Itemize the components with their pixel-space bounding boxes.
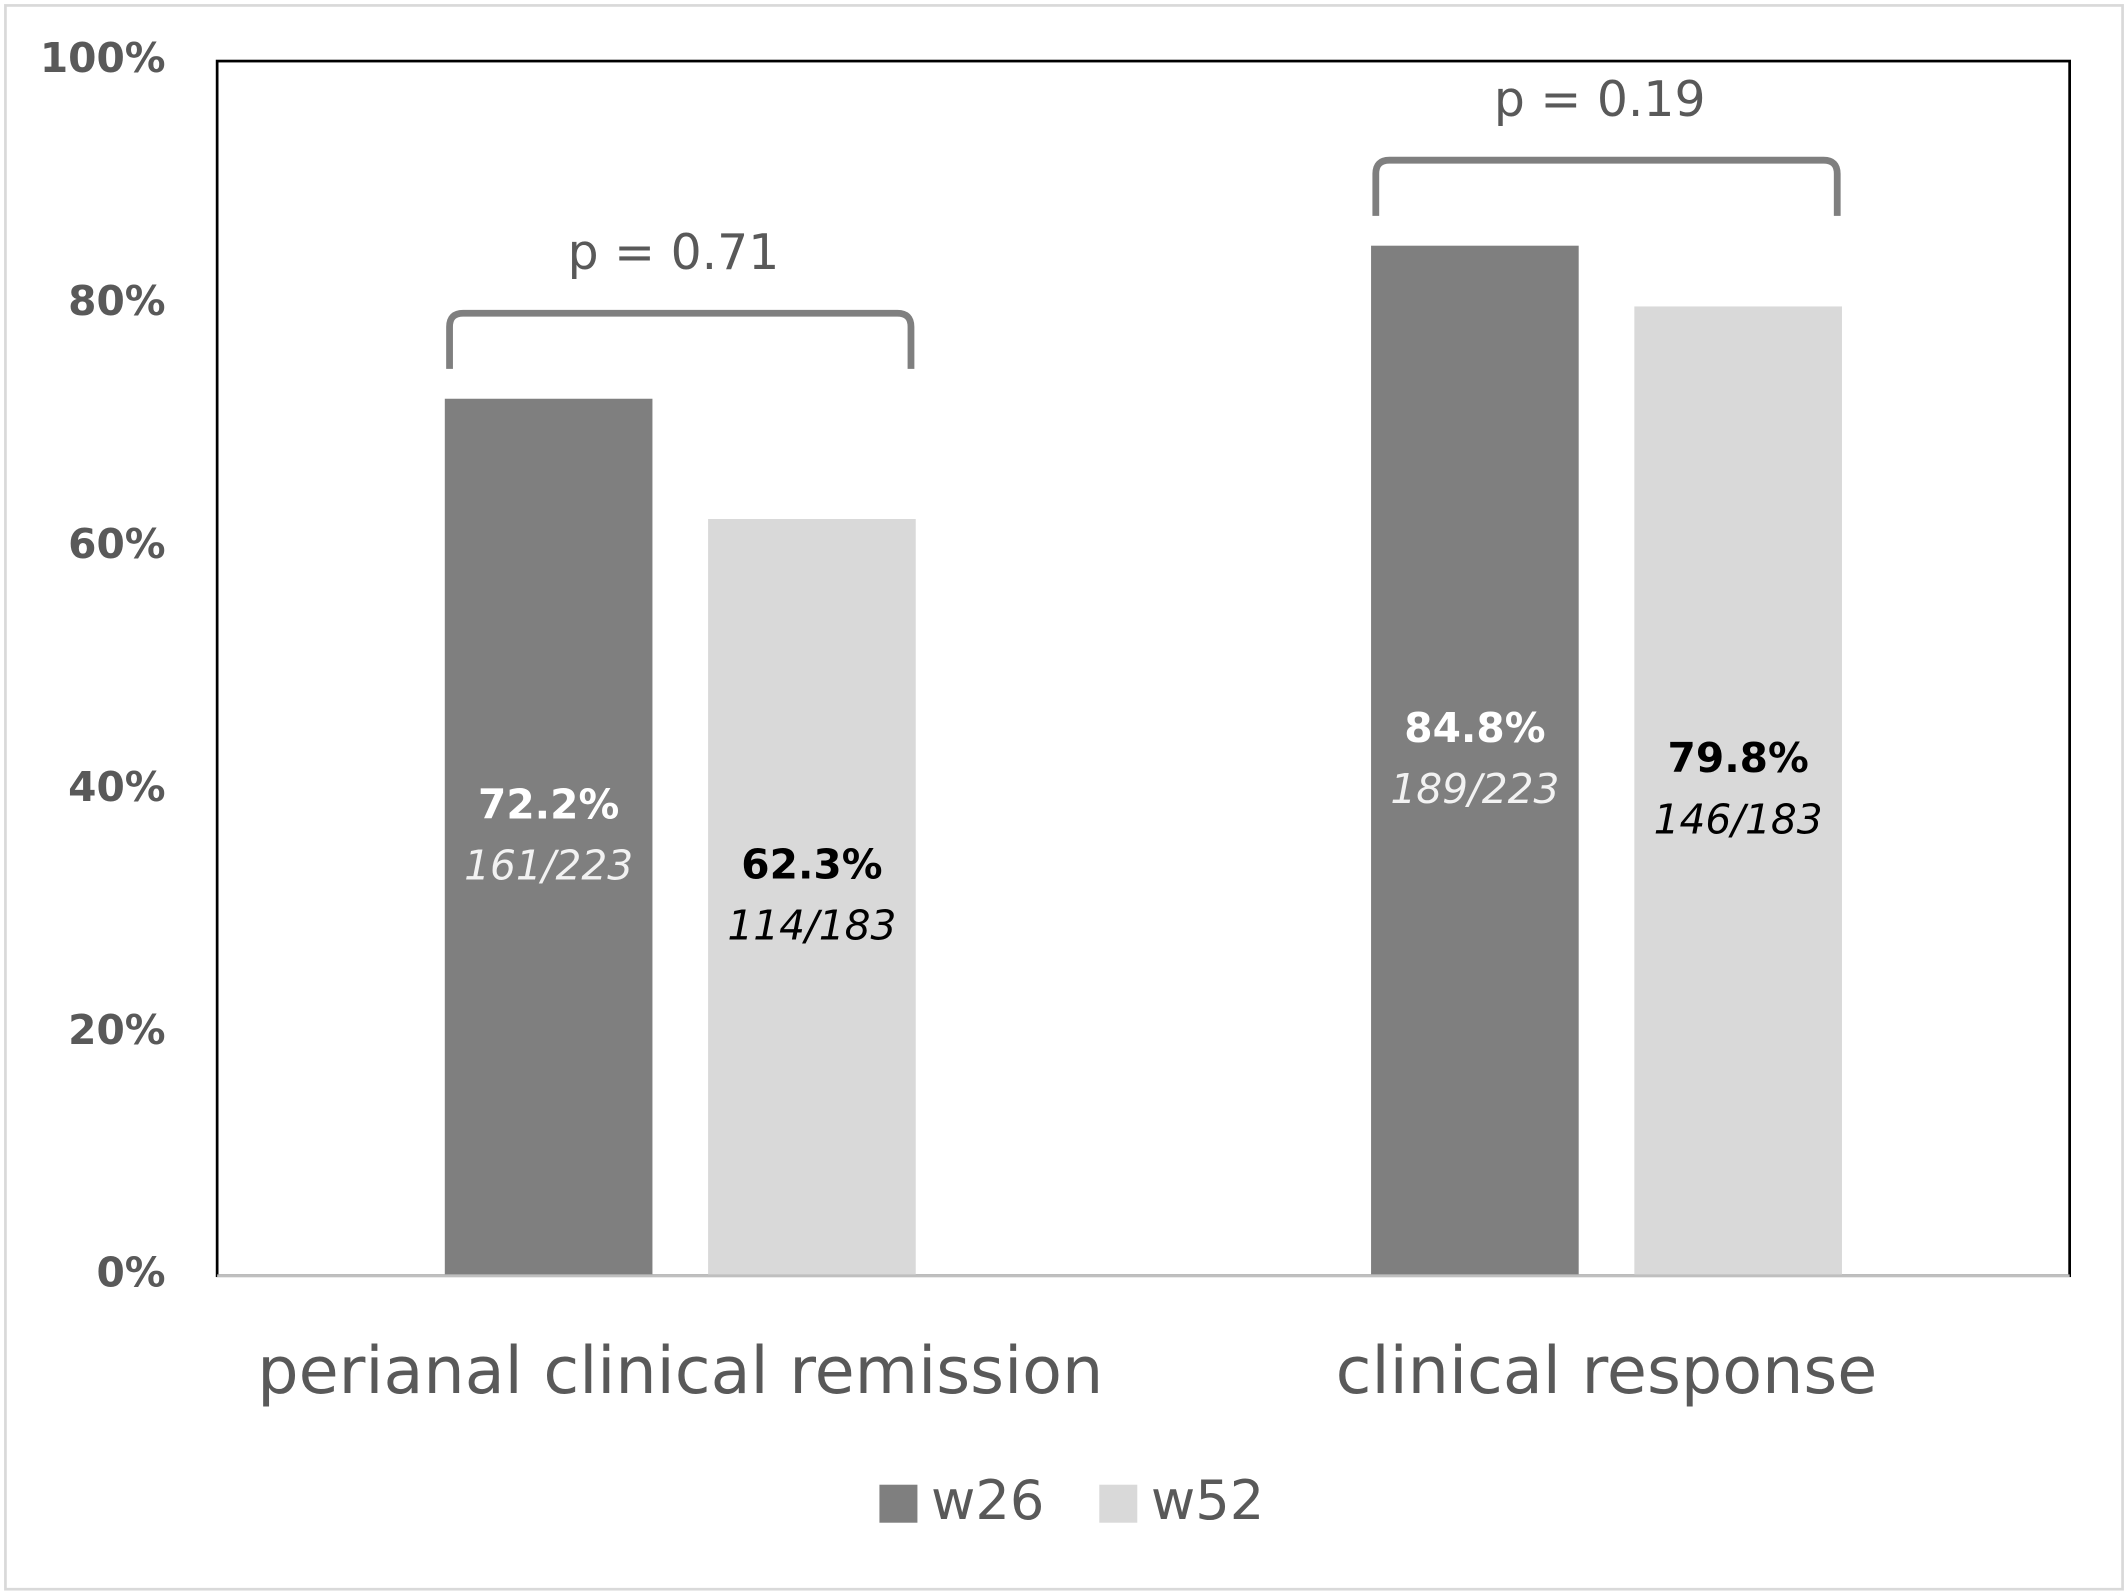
value-label: 79.8%: [1668, 734, 1809, 782]
fraction-label: 189/223: [1390, 765, 1559, 813]
legend-label: w26: [931, 1469, 1044, 1532]
x-tick-label: perianal clinical remission: [257, 1334, 1103, 1409]
fraction-label: 161/223: [464, 841, 633, 889]
p-value: p = 0.71: [568, 224, 780, 281]
legend-label: w52: [1151, 1469, 1264, 1532]
fraction-label: 146/183: [1654, 795, 1823, 843]
legend-swatch: [1099, 1484, 1138, 1523]
value-label: 84.8%: [1404, 704, 1545, 752]
bar: [708, 518, 916, 1276]
x-tick-label: clinical response: [1336, 1334, 1878, 1409]
y-tick-label: 60%: [68, 520, 165, 568]
value-label: 62.3%: [741, 840, 882, 888]
y-tick-label: 40%: [68, 763, 165, 811]
y-tick-label: 80%: [68, 277, 165, 325]
significance-bracket: [1372, 156, 1841, 216]
fraction-label: 114/183: [727, 902, 896, 950]
bar: [444, 398, 653, 1276]
y-tick-label: 100%: [40, 34, 166, 82]
y-tick-label: 20%: [68, 1006, 165, 1054]
significance-bracket: [446, 309, 915, 369]
bar: [1634, 306, 1842, 1276]
legend-swatch: [879, 1484, 918, 1523]
bar: [1371, 245, 1579, 1276]
y-tick-label: 0%: [96, 1249, 165, 1297]
p-value: p = 0.19: [1494, 71, 1706, 128]
value-label: 72.2%: [478, 780, 619, 828]
